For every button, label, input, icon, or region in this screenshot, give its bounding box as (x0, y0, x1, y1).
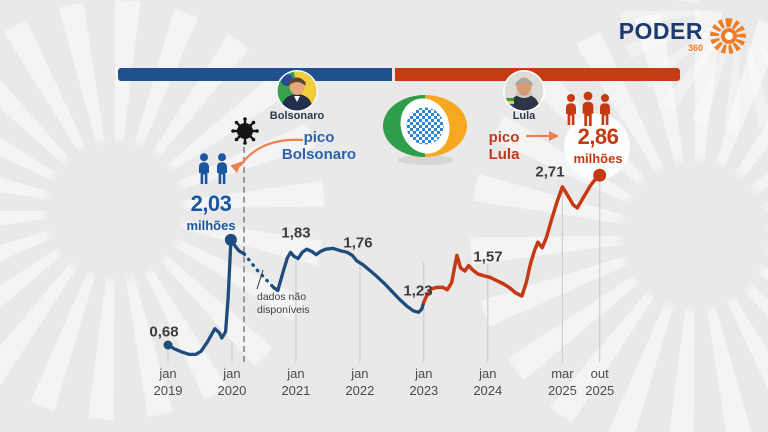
pico-bolsonaro-annotation: pico Bolsonaro (281, 129, 357, 164)
bolsonaro-avatar (276, 70, 318, 112)
point-label: 1,83 (281, 224, 311, 242)
sunburst-decoration-left (0, 0, 325, 420)
pico-bolsonaro-line1: pico (303, 129, 335, 146)
peak-lula-unit: milhões (573, 151, 623, 166)
no-data-line1: dados não (257, 291, 307, 303)
brand-name: PODER (618, 17, 703, 44)
sunburst-logo-icon (710, 18, 746, 54)
brand-sub: 360 (687, 42, 703, 53)
people-icons-blue (199, 153, 227, 184)
point-label: 1,76 (343, 234, 373, 252)
x-tick-jan-2021: jan 2021 (281, 366, 311, 398)
x-tick-mar-2025: mar 2025 (547, 366, 577, 398)
lula-term-bar (395, 68, 680, 81)
no-data-annotation: dados não disponíveis (257, 291, 310, 317)
x-tick-out-2025: out 2025 (585, 366, 615, 398)
peak-lula-value: 2,86 milhões (570, 124, 626, 166)
bolsonaro-term-bar (118, 68, 392, 81)
inss-logo (383, 95, 467, 165)
lula-label: Lula (512, 110, 536, 122)
peak-bolsonaro-value: 2,03 milhões (183, 191, 239, 233)
point-label: 0,68 (149, 323, 179, 341)
x-tick-jan-2023: jan 2023 (409, 366, 439, 398)
point-label: 1,23 (403, 282, 433, 300)
peak-bolsonaro-unit: milhões (186, 218, 236, 233)
covid-dashed-line (243, 147, 245, 362)
pico-lula-annotation: pico Lula (482, 129, 526, 164)
people-icons-red (566, 91, 610, 126)
bolsonaro-label: Bolsonaro (269, 110, 325, 122)
lula-avatar (503, 70, 545, 112)
point-label: 1,57 (473, 248, 503, 266)
peak-bolsonaro-number: 2,03 (190, 191, 232, 216)
x-tick-jan-2024: jan 2024 (473, 366, 503, 398)
peak-lula-number: 2,86 (577, 124, 619, 149)
x-tick-jan-2022: jan 2022 (345, 366, 375, 398)
x-tick-jan-2019: jan 2019 (153, 366, 183, 398)
point-label: 2,71 (535, 163, 565, 181)
pico-lula-line2: Lula (488, 146, 520, 164)
poder360-logo: PODER 360 (619, 18, 746, 54)
x-tick-jan-2020: jan 2020 (217, 366, 247, 398)
virus-icon (231, 117, 259, 145)
pico-lula-line1: pico (488, 129, 520, 146)
pico-bolsonaro-line2: Bolsonaro (281, 146, 357, 164)
no-data-line2: disponíveis (257, 304, 310, 317)
